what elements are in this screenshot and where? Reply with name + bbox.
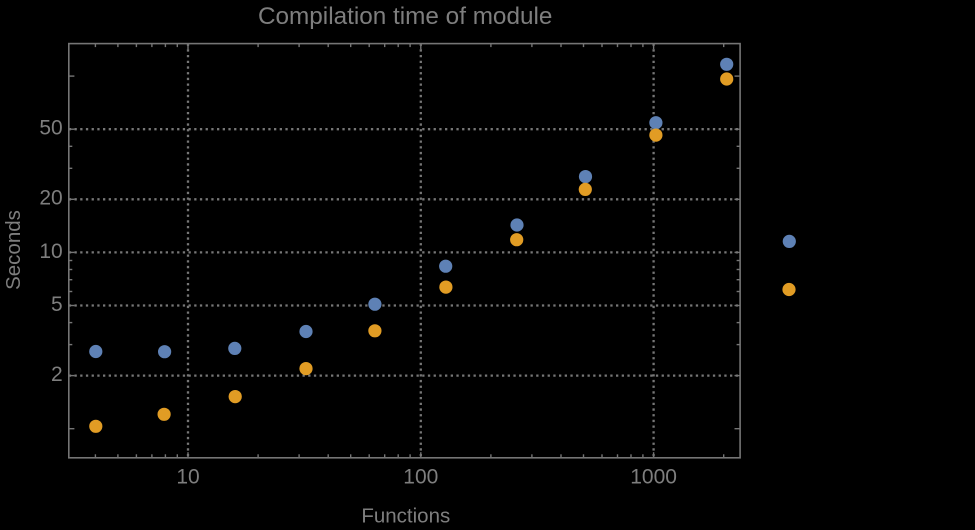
svg-text:2: 2 [51,363,63,386]
svg-text:Compilation time of module: Compilation time of module [258,3,552,30]
svg-text:Seconds: Seconds [2,210,25,290]
svg-text:100: 100 [403,466,438,489]
svg-text:Functions: Functions [361,504,450,525]
svg-text:5: 5 [51,293,63,316]
svg-text:10: 10 [39,240,62,263]
svg-text:50: 50 [39,117,62,140]
svg-text:20: 20 [39,187,62,210]
svg-text:1000: 1000 [630,466,677,489]
svg-text:10: 10 [176,466,199,489]
